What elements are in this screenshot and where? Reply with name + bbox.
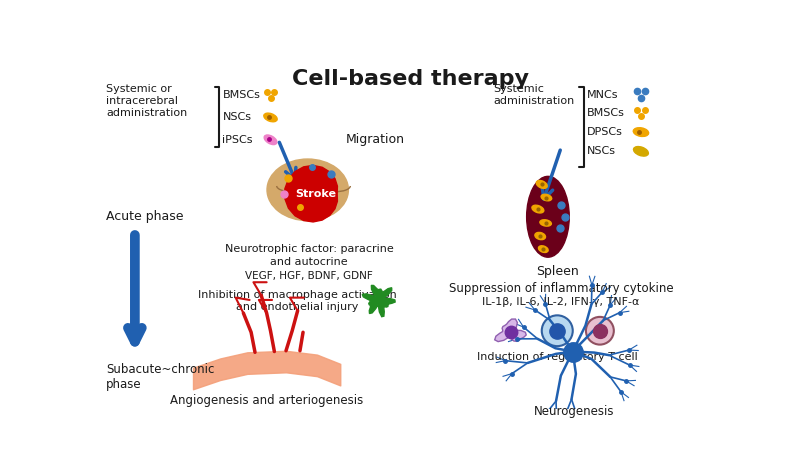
Text: Neurogenesis: Neurogenesis: [534, 405, 614, 419]
Ellipse shape: [535, 232, 546, 240]
Polygon shape: [494, 319, 526, 341]
Text: iPSCs: iPSCs: [222, 135, 253, 145]
Text: Systemic
administration: Systemic administration: [494, 84, 575, 106]
Text: Spleen: Spleen: [536, 264, 578, 278]
Polygon shape: [362, 285, 395, 317]
Text: BMSCs: BMSCs: [586, 108, 625, 118]
Text: IL-1β, IL-6, IL-2, IFN-γ, TNF-α: IL-1β, IL-6, IL-2, IFN-γ, TNF-α: [482, 297, 640, 307]
Text: BMSCs: BMSCs: [222, 90, 260, 100]
Text: DPSCs: DPSCs: [586, 127, 622, 137]
Circle shape: [586, 317, 614, 345]
Text: VEGF, HGF, BDNF, GDNF: VEGF, HGF, BDNF, GDNF: [246, 271, 373, 281]
Text: Subacute~chronic
phase: Subacute~chronic phase: [106, 363, 214, 391]
Ellipse shape: [264, 135, 277, 145]
Polygon shape: [285, 165, 338, 222]
Ellipse shape: [526, 176, 570, 257]
Ellipse shape: [264, 113, 277, 122]
Ellipse shape: [536, 180, 547, 188]
Text: Systemic or
intracerebral
administration: Systemic or intracerebral administration: [106, 84, 187, 118]
Text: Migration: Migration: [346, 133, 405, 146]
Ellipse shape: [532, 205, 544, 213]
Text: and autocrine: and autocrine: [270, 257, 348, 267]
Text: MNCs: MNCs: [586, 90, 618, 100]
Text: Induction of regulatory T cell: Induction of regulatory T cell: [477, 352, 638, 362]
Ellipse shape: [540, 220, 551, 226]
Circle shape: [542, 315, 573, 346]
Text: Acute phase: Acute phase: [106, 210, 184, 223]
Text: NSCs: NSCs: [222, 112, 251, 123]
Ellipse shape: [267, 159, 348, 221]
Ellipse shape: [538, 246, 548, 252]
Text: Stroke: Stroke: [295, 189, 336, 199]
Ellipse shape: [541, 194, 552, 201]
Text: Angiogenesis and arteriogenesis: Angiogenesis and arteriogenesis: [170, 394, 363, 407]
Text: Inhibition of macrophage activation
and endothelial injury: Inhibition of macrophage activation and …: [198, 290, 397, 312]
Text: NSCs: NSCs: [586, 146, 616, 157]
Text: Neurotrophic factor: paracrine: Neurotrophic factor: paracrine: [225, 244, 394, 254]
Text: Cell-based therapy: Cell-based therapy: [291, 69, 529, 89]
Ellipse shape: [634, 128, 649, 136]
Text: Suppression of inflammatory cytokine: Suppression of inflammatory cytokine: [449, 282, 674, 295]
Ellipse shape: [634, 146, 648, 156]
